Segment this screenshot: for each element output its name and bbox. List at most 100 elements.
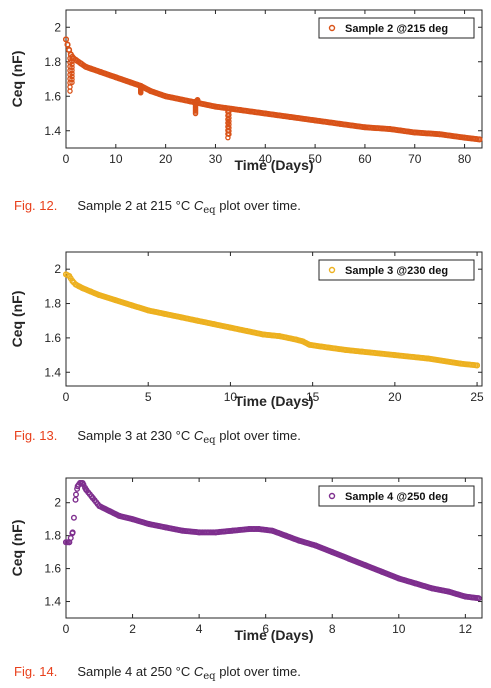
chart-panel-1: 0 10 20 30 40 50 60 70 80 1.4 1.6 1.8 2 Time (Days) Ce…	[0, 0, 491, 188]
data-point	[337, 120, 344, 127]
spike-point	[226, 108, 232, 115]
data-point	[66, 539, 73, 546]
data-point	[306, 341, 313, 348]
figure-label: Fig. 13.	[14, 428, 58, 443]
data-point	[386, 126, 393, 133]
legend-marker	[328, 24, 336, 32]
y-axis-label: Ceq (nF)	[9, 291, 25, 348]
caption-tail: plot over time.	[219, 198, 301, 213]
legend-box	[318, 17, 475, 39]
chart-panel-2: 0 5 10 15 20 25 1.4 1.6 1.8 2 Time (Days) Ceq (nF) S…	[0, 240, 491, 420]
figure-caption-13: Fig. 13. Sample 3 at 230 °C Ceq plot over…	[14, 428, 301, 446]
data-point	[210, 321, 217, 328]
spike-point	[69, 55, 75, 62]
data-point	[457, 360, 464, 367]
x-tick-label: 40	[259, 152, 273, 166]
data-point	[462, 593, 469, 600]
legend: Sample 3 @230 deg	[318, 259, 475, 281]
legend: Sample 2 @215 deg	[318, 17, 475, 39]
data-point	[299, 338, 306, 345]
data-point	[412, 580, 419, 587]
x-tick-label: 20	[159, 152, 173, 166]
data-point	[269, 527, 276, 534]
spike-point	[226, 131, 232, 137]
x-tick-label: 2	[129, 622, 136, 636]
data-point	[411, 129, 418, 136]
spike-point	[69, 58, 75, 65]
legend-label: Sample 4 @250 deg	[345, 491, 448, 503]
spike-point	[226, 118, 232, 125]
data-point	[66, 273, 73, 280]
spike-point	[226, 115, 232, 121]
x-tick-label: 12	[459, 622, 473, 636]
x-axis-label: Time (Days)	[234, 393, 313, 409]
data-point	[256, 526, 263, 533]
caption-symbol: C	[193, 664, 204, 679]
data-point	[145, 307, 152, 314]
y-tick-label: 1.6	[44, 331, 61, 345]
data-point	[129, 516, 136, 523]
plot-frame	[65, 9, 483, 149]
legend: Sample 4 @250 deg	[318, 485, 475, 507]
legend-label: Sample 3 @230 deg	[345, 265, 448, 277]
caption-subscript: eq	[203, 671, 216, 682]
data-point	[260, 331, 267, 338]
data-point	[424, 355, 431, 362]
series-markers	[63, 36, 483, 143]
legend-box	[318, 259, 475, 281]
y-tick-label: 1.8	[44, 297, 61, 311]
y-tick-label: 1.4	[44, 365, 61, 379]
x-tick-label: 50	[308, 152, 322, 166]
data-point	[147, 88, 154, 95]
data-point	[212, 103, 219, 110]
x-tick-label: 0	[63, 152, 70, 166]
x-tick-label: 4	[196, 622, 203, 636]
data-point	[79, 479, 86, 486]
data-point	[64, 41, 71, 48]
spike-point	[226, 112, 232, 118]
data-point	[65, 46, 72, 53]
data-point	[179, 527, 186, 534]
data-point	[79, 285, 86, 292]
data-point	[95, 291, 102, 298]
data-point	[293, 336, 300, 343]
spike-point	[226, 105, 232, 112]
x-tick-label: 70	[408, 152, 422, 166]
series-markers	[63, 479, 482, 602]
series-markers	[63, 271, 481, 369]
data-point	[69, 278, 76, 285]
data-point	[227, 324, 234, 331]
data-point	[429, 585, 436, 592]
data-point	[106, 507, 113, 514]
legend-marker	[328, 266, 336, 274]
data-point	[69, 529, 76, 536]
x-tick-label: 10	[109, 152, 123, 166]
x-tick-label: 60	[358, 152, 372, 166]
data-point	[112, 297, 119, 304]
chart-axes: 0 5 10 15 20 25 1.4 1.6 1.8 2 Time (Days) Ceq (nF)	[9, 251, 484, 409]
data-point	[72, 491, 79, 498]
spike-point	[69, 61, 75, 68]
figure-caption-12: Fig. 12. Sample 2 at 215 °C Ceq plot over…	[14, 198, 301, 216]
data-point	[63, 539, 70, 546]
data-point	[475, 595, 482, 602]
data-point	[82, 486, 89, 493]
data-point	[162, 524, 169, 531]
data-point	[116, 512, 123, 519]
data-point	[276, 333, 283, 340]
x-tick-label: 8	[329, 622, 336, 636]
y-tick-label: 1.6	[44, 89, 61, 103]
legend-box	[318, 485, 475, 507]
x-tick-label: 5	[145, 390, 152, 404]
spike-point	[194, 96, 201, 103]
chart-panel-3: 0 2 4 6 8 10 12 1.4 1.6 1.8 2 Time (Days) Ceq (nF) Sa…	[0, 470, 491, 650]
data-point	[229, 527, 236, 534]
y-tick-label: 2	[54, 20, 61, 34]
y-tick-label: 1.4	[44, 595, 61, 609]
plot-frame	[65, 477, 483, 619]
figure-caption-14: Fig. 14. Sample 4 at 250 °C Ceq plot over…	[14, 664, 301, 682]
data-point	[112, 74, 119, 81]
data-point	[72, 496, 79, 503]
chart-3-svg: 0 2 4 6 8 10 12 1.4 1.6 1.8 2 Time (Days) Ceq (nF) Sa…	[9, 477, 483, 643]
y-tick-label: 2	[54, 496, 61, 510]
